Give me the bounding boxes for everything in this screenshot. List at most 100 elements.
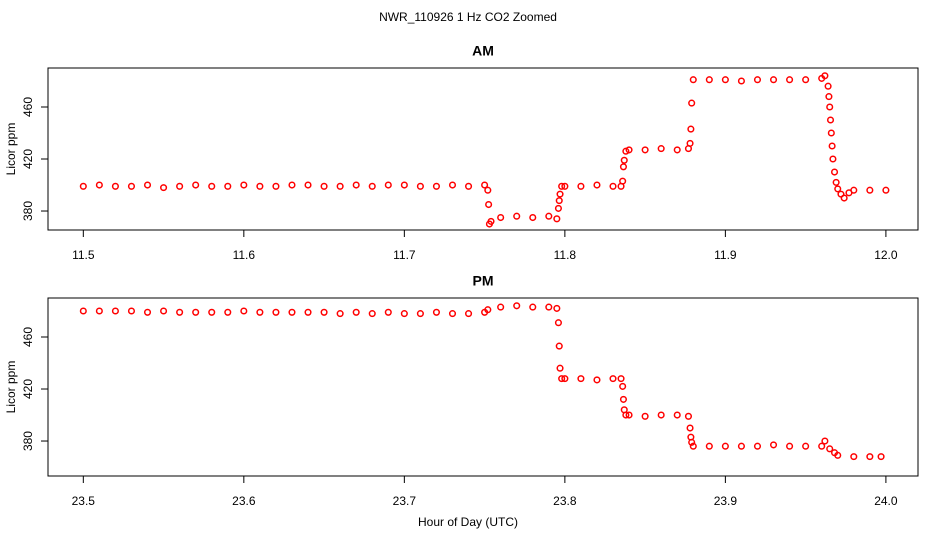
data-point — [272, 308, 280, 316]
data-point — [368, 310, 376, 318]
data-point — [657, 145, 665, 153]
data-point — [689, 76, 697, 84]
data-point — [224, 182, 232, 190]
data-point — [561, 182, 569, 190]
data-point — [465, 310, 473, 318]
data-point — [556, 190, 564, 198]
data-point — [686, 139, 694, 147]
data-point — [673, 411, 681, 419]
data-point — [79, 307, 87, 315]
data-point — [753, 442, 762, 450]
data-point — [208, 308, 216, 316]
data-point — [111, 307, 119, 315]
data-point — [111, 182, 119, 190]
data-point — [802, 76, 810, 84]
data-point — [826, 445, 834, 453]
data-point — [688, 438, 696, 446]
data-point — [558, 375, 566, 383]
data-point — [485, 200, 493, 209]
data-point — [657, 411, 665, 419]
data-point — [481, 181, 489, 189]
data-point — [127, 182, 136, 190]
data-point — [818, 442, 826, 450]
data-point — [272, 182, 280, 190]
data-point — [721, 442, 729, 450]
y-tick-label: 420 — [21, 149, 35, 169]
data-point — [825, 93, 833, 101]
y-tick-label: 380 — [21, 201, 35, 221]
data-point — [143, 181, 152, 189]
data-point — [609, 182, 617, 190]
data-point — [828, 142, 836, 150]
data-point — [176, 308, 184, 316]
data-point — [577, 375, 585, 383]
data-point — [448, 181, 457, 189]
data-point — [336, 310, 344, 318]
data-point — [304, 308, 312, 316]
data-point — [593, 181, 601, 189]
data-point — [208, 182, 216, 190]
data-point — [832, 178, 840, 186]
data-point — [689, 442, 697, 450]
data-point — [821, 437, 829, 445]
data-point — [826, 116, 835, 124]
data-point — [561, 375, 569, 383]
x-tick-label: 11.6 — [233, 248, 256, 262]
data-point — [555, 342, 563, 350]
x-axis-label: Hour of Day (UTC) — [418, 515, 518, 529]
data-point — [288, 181, 296, 189]
x-tick-label: 12.0 — [874, 248, 898, 262]
data-point — [619, 382, 627, 390]
data-point — [320, 308, 328, 316]
data-point — [555, 197, 563, 205]
figure-title: NWR_110926 1 Hz CO2 Zoomed — [379, 10, 557, 24]
data-point — [866, 453, 874, 461]
data-point — [288, 308, 296, 316]
data-point — [834, 451, 842, 459]
plot-frame — [47, 297, 919, 477]
data-point — [619, 163, 628, 171]
data-point — [558, 182, 566, 190]
y-tick-label: 460 — [21, 97, 35, 117]
data-point — [484, 186, 492, 194]
data-point — [256, 182, 264, 190]
data-point — [688, 99, 696, 107]
data-point — [352, 308, 360, 316]
data-point — [827, 129, 835, 137]
data-point — [641, 146, 649, 154]
data-point — [620, 156, 628, 164]
data-point — [497, 213, 505, 222]
data-point — [829, 155, 837, 163]
data-point — [553, 215, 561, 223]
data-point — [192, 181, 200, 189]
data-point — [240, 307, 248, 315]
data-point — [705, 76, 713, 84]
data-point — [786, 76, 794, 84]
plot-frame — [47, 67, 919, 231]
data-point — [143, 308, 152, 316]
data-point — [769, 441, 778, 449]
data-point — [786, 442, 794, 450]
data-point — [529, 213, 537, 222]
data-point — [802, 442, 810, 450]
data-point — [866, 186, 874, 194]
data-point — [821, 72, 829, 80]
data-point — [619, 395, 628, 403]
x-tick-label: 11.9 — [714, 248, 737, 262]
data-point — [625, 146, 633, 154]
data-point — [545, 212, 553, 220]
data-point — [352, 181, 360, 189]
data-point — [641, 412, 649, 420]
x-tick-label: 23.8 — [553, 494, 577, 508]
data-point — [554, 319, 562, 327]
data-point — [224, 308, 232, 316]
data-point — [840, 194, 848, 202]
data-point — [497, 303, 505, 311]
data-point — [176, 182, 184, 190]
data-point — [850, 453, 858, 461]
data-point — [737, 77, 745, 85]
data-point — [593, 376, 601, 384]
data-point — [448, 310, 457, 318]
data-point — [769, 76, 778, 84]
data-point — [622, 411, 630, 419]
